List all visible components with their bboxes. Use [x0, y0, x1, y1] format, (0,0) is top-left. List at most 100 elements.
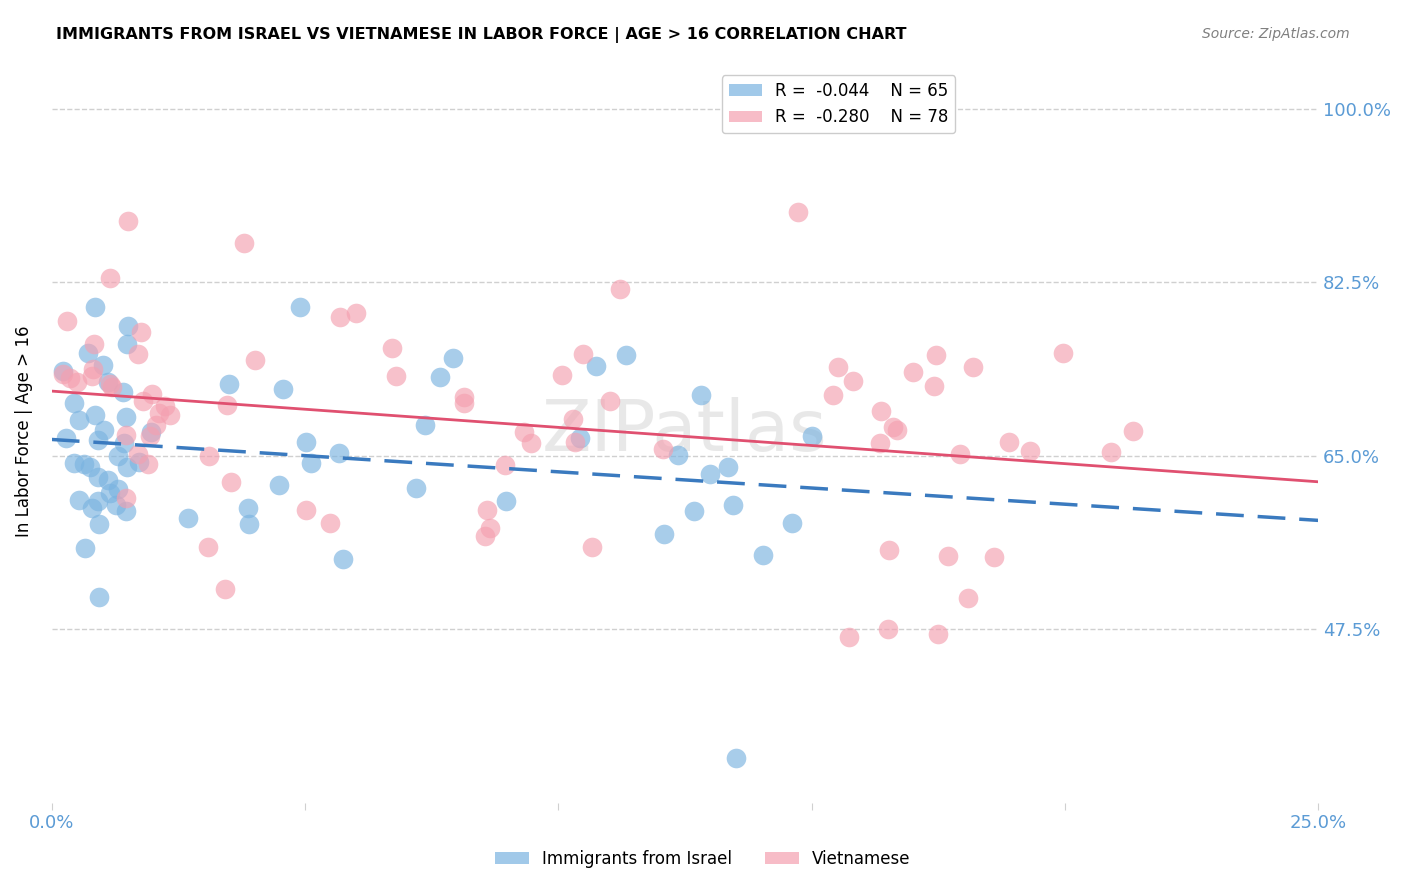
Point	[299, 456, 322, 470]
Point	[218, 377, 240, 392]
Point	[214, 582, 236, 597]
Point	[572, 347, 595, 361]
Point	[924, 348, 946, 362]
Point	[581, 540, 603, 554]
Point	[104, 498, 127, 512]
Point	[823, 387, 845, 401]
Point	[127, 347, 149, 361]
Point	[551, 368, 574, 383]
Point	[91, 358, 114, 372]
Point	[93, 423, 115, 437]
Point	[724, 751, 747, 765]
Point	[429, 370, 451, 384]
Point	[128, 455, 150, 469]
Point	[243, 352, 266, 367]
Point	[271, 382, 294, 396]
Point	[101, 380, 124, 394]
Point	[141, 425, 163, 439]
Point	[295, 503, 318, 517]
Point	[877, 543, 900, 558]
Point	[62, 456, 84, 470]
Point	[87, 470, 110, 484]
Point	[66, 376, 89, 390]
Point	[117, 318, 139, 333]
Point	[752, 548, 775, 562]
Point	[869, 404, 891, 418]
Point	[413, 417, 436, 432]
Point	[67, 493, 90, 508]
Point	[842, 375, 865, 389]
Point	[114, 428, 136, 442]
Point	[479, 521, 502, 535]
Point	[800, 429, 823, 443]
Point	[98, 485, 121, 500]
Point	[83, 337, 105, 351]
Point	[217, 398, 239, 412]
Point	[495, 494, 517, 508]
Point	[294, 434, 316, 449]
Point	[405, 481, 427, 495]
Point	[869, 436, 891, 450]
Point	[827, 359, 849, 374]
Point	[107, 449, 129, 463]
Point	[328, 446, 350, 460]
Point	[86, 434, 108, 448]
Point	[949, 447, 972, 461]
Point	[441, 351, 464, 365]
Point	[569, 431, 592, 445]
Point	[269, 477, 291, 491]
Point	[56, 314, 79, 328]
Point	[63, 396, 86, 410]
Point	[564, 434, 586, 449]
Point	[73, 458, 96, 472]
Point	[115, 460, 138, 475]
Point	[651, 442, 673, 457]
Point	[219, 475, 242, 489]
Point	[927, 627, 949, 641]
Point	[562, 411, 585, 425]
Point	[115, 409, 138, 424]
Point	[148, 406, 170, 420]
Point	[344, 306, 367, 320]
Point	[599, 394, 621, 409]
Text: ZIPatlas: ZIPatlas	[543, 397, 828, 466]
Point	[82, 362, 104, 376]
Y-axis label: In Labor Force | Age > 16: In Labor Force | Age > 16	[15, 326, 32, 537]
Point	[453, 390, 475, 404]
Point	[786, 205, 808, 219]
Point	[962, 360, 984, 375]
Point	[153, 399, 176, 413]
Point	[780, 516, 803, 530]
Point	[381, 342, 404, 356]
Point	[83, 301, 105, 315]
Point	[882, 419, 904, 434]
Point	[197, 540, 219, 554]
Point	[132, 394, 155, 409]
Point	[936, 549, 959, 564]
Point	[983, 550, 1005, 565]
Text: IMMIGRANTS FROM ISRAEL VS VIETNAMESE IN LABOR FORCE | AGE > 16 CORRELATION CHART: IMMIGRANTS FROM ISRAEL VS VIETNAMESE IN …	[56, 27, 907, 43]
Point	[332, 552, 354, 566]
Point	[80, 500, 103, 515]
Point	[876, 622, 898, 636]
Point	[111, 385, 134, 400]
Point	[59, 371, 82, 385]
Point	[141, 386, 163, 401]
Point	[886, 423, 908, 437]
Point	[51, 364, 73, 378]
Point	[79, 460, 101, 475]
Point	[956, 591, 979, 606]
Point	[87, 517, 110, 532]
Point	[1019, 444, 1042, 458]
Point	[609, 282, 631, 296]
Point	[614, 348, 637, 362]
Point	[138, 457, 160, 471]
Point	[233, 235, 256, 250]
Point	[97, 376, 120, 390]
Point	[145, 417, 167, 432]
Point	[666, 448, 689, 462]
Point	[84, 409, 107, 423]
Point	[652, 527, 675, 541]
Legend: R =  -0.044    N = 65, R =  -0.280    N = 78: R = -0.044 N = 65, R = -0.280 N = 78	[721, 75, 955, 133]
Point	[717, 460, 740, 475]
